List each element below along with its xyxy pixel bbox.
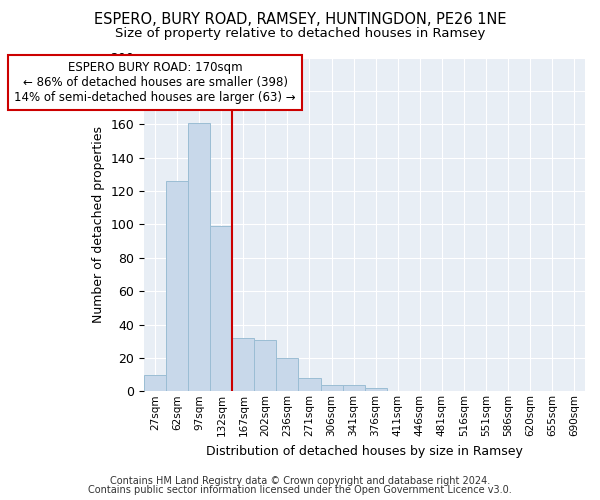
Bar — [211, 226, 232, 392]
Text: Contains public sector information licensed under the Open Government Licence v3: Contains public sector information licen… — [88, 485, 512, 495]
X-axis label: Distribution of detached houses by size in Ramsey: Distribution of detached houses by size … — [206, 444, 523, 458]
Text: Contains HM Land Registry data © Crown copyright and database right 2024.: Contains HM Land Registry data © Crown c… — [110, 476, 490, 486]
Text: Size of property relative to detached houses in Ramsey: Size of property relative to detached ho… — [115, 28, 485, 40]
Text: ESPERO, BURY ROAD, RAMSEY, HUNTINGDON, PE26 1NE: ESPERO, BURY ROAD, RAMSEY, HUNTINGDON, P… — [94, 12, 506, 28]
Bar — [277, 358, 298, 392]
Bar — [188, 122, 211, 392]
Text: ESPERO BURY ROAD: 170sqm
← 86% of detached houses are smaller (398)
14% of semi-: ESPERO BURY ROAD: 170sqm ← 86% of detach… — [14, 61, 296, 104]
Bar — [298, 378, 320, 392]
Bar — [166, 181, 188, 392]
Bar — [254, 340, 277, 392]
Bar — [320, 384, 343, 392]
Bar — [144, 374, 166, 392]
Bar — [343, 384, 365, 392]
Y-axis label: Number of detached properties: Number of detached properties — [92, 126, 105, 323]
Bar — [232, 338, 254, 392]
Bar — [365, 388, 386, 392]
